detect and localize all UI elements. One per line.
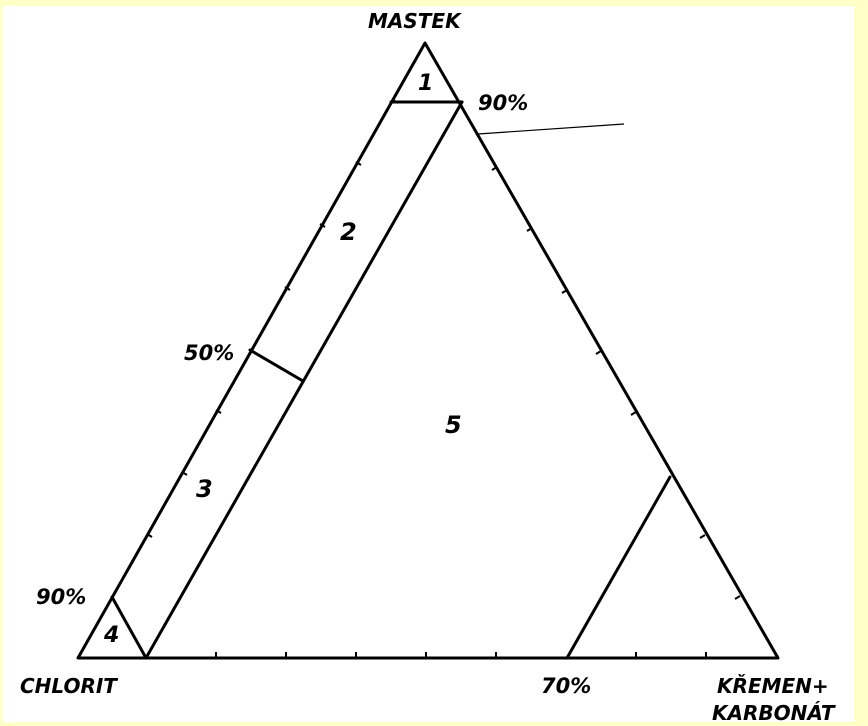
tick-left-1 xyxy=(392,99,399,104)
tick-right-3 xyxy=(561,289,568,294)
vertex-label-left: CHLORIT xyxy=(20,674,118,698)
tick-left-5 xyxy=(215,409,222,414)
percent-label-left-50: 50% xyxy=(184,341,234,365)
field-label-5: 5 xyxy=(445,411,462,439)
percent-label-left-90: 90% xyxy=(36,585,86,609)
vertex-label-right-line2: KARBONÁT xyxy=(712,701,836,725)
tick-left-4 xyxy=(284,286,291,291)
base-ticks xyxy=(215,652,707,658)
field-label-2: 2 xyxy=(340,218,357,246)
field-4-boundary xyxy=(110,595,148,660)
field-label-1: 1 xyxy=(418,71,433,96)
tick-right-1 xyxy=(491,166,498,171)
tick-right-5 xyxy=(630,411,637,416)
canvas-area xyxy=(3,6,854,722)
tick-left-3 xyxy=(319,223,326,228)
vertex-label-top: MASTEK xyxy=(368,9,462,33)
field-2-3-boundary xyxy=(248,348,305,383)
field-label-4: 4 xyxy=(103,623,119,648)
tick-right-7 xyxy=(734,595,741,600)
tick-left-2 xyxy=(355,161,362,166)
percent-label-top-90: 90% xyxy=(478,91,528,115)
tick-right-6 xyxy=(699,534,706,539)
right-edge-ticks xyxy=(491,166,741,600)
vertex-label-right-line1: KŘEMEN+ xyxy=(717,674,829,698)
tick-left-6 xyxy=(181,471,188,476)
tick-right-2 xyxy=(526,227,533,232)
tick-left-7 xyxy=(146,533,153,538)
tick-right-4 xyxy=(595,350,602,355)
field-label-3: 3 xyxy=(196,475,213,503)
left-edge-ticks xyxy=(146,99,399,538)
boundary-70-percent xyxy=(565,475,672,660)
stray-line xyxy=(477,123,625,135)
percent-label-base-70: 70% xyxy=(541,674,591,698)
